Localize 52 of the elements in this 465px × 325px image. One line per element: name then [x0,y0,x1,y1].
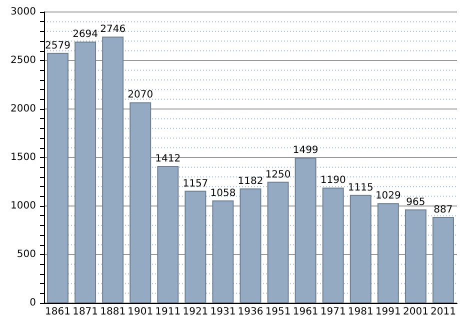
data-label: 2694 [72,29,98,40]
bar [184,190,206,303]
data-label: 1190 [320,175,346,186]
x-tick-label: 1901 [128,306,154,318]
bar [377,203,399,303]
bar [74,42,96,303]
y-tick-label: 1000 [10,200,36,212]
data-label: 1412 [155,154,181,165]
data-label: 2746 [100,24,126,36]
bar [102,36,124,303]
y-tick-label: 0 [30,298,36,308]
x-tick-label: 1936 [238,306,264,318]
y-tick-label: 3000 [10,6,36,18]
data-label: 1157 [182,178,208,190]
bar [157,166,179,303]
x-tick-label: 2001 [402,306,428,318]
data-label: 2579 [45,40,70,52]
y-tick-label: 2500 [10,55,36,66]
data-label: 1115 [348,182,374,194]
x-tick-label: 1931 [210,306,236,318]
x-tick-label: 1911 [155,306,181,318]
x-tick-label: 1871 [72,306,98,318]
x-tick-label: 1921 [182,306,208,318]
bar [130,102,152,303]
data-label: 2070 [128,90,154,101]
data-label: 887 [434,204,453,216]
bar [47,52,69,303]
x-tick-label: 1981 [348,306,374,318]
data-label: 965 [406,196,426,208]
x-tick-label: 1951 [265,306,291,318]
y-tick-label: 2000 [10,104,36,114]
y-tick-label: 500 [16,249,36,260]
data-label: 1029 [375,190,401,202]
bar [267,182,289,303]
x-tick-label: 1861 [45,306,70,318]
bar [212,200,234,303]
data-label: 1499 [292,145,318,156]
bar [322,188,344,303]
x-tick-label: 1961 [292,306,318,318]
bar [432,216,454,303]
bar [404,209,426,303]
data-label: 1182 [238,176,264,187]
bar [240,188,262,303]
data-label: 1250 [265,169,291,180]
y-tick-label: 1500 [10,152,36,163]
bar [350,194,372,303]
bar [294,158,316,303]
x-tick-label: 1971 [320,306,346,318]
x-tick-label: 2011 [430,306,456,318]
data-label: 1058 [210,188,236,199]
x-tick-label: 1881 [100,306,126,318]
x-tick-label: 1991 [375,306,401,318]
